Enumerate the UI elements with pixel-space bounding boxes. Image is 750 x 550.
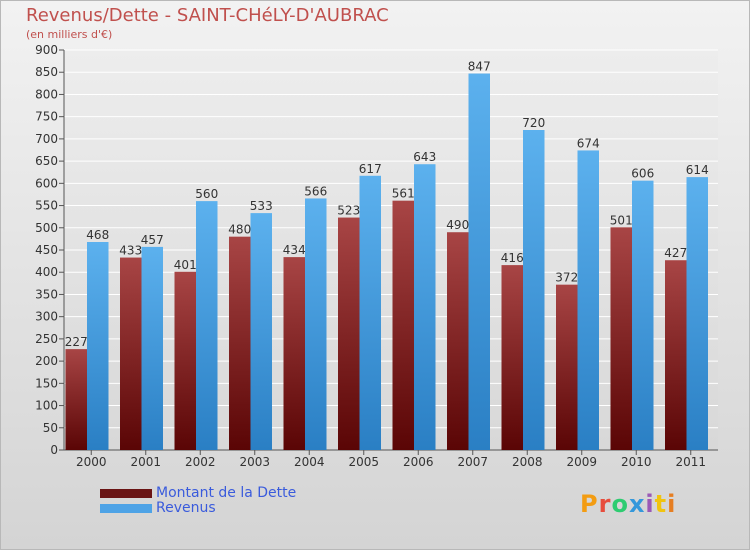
- legend-label-dette: Montant de la Dette: [156, 485, 297, 501]
- legend-swatch-dette: [100, 489, 152, 498]
- bar-dette: [556, 284, 578, 450]
- bar-revenus: [141, 246, 163, 450]
- x-tick-label: 2011: [675, 455, 706, 469]
- y-tick-label: 700: [35, 132, 58, 146]
- x-tick-label: 2004: [294, 455, 325, 469]
- y-tick-label: 450: [35, 243, 58, 257]
- data-label: 457: [141, 233, 164, 247]
- bar-revenus: [250, 213, 272, 450]
- data-label: 606: [631, 167, 654, 181]
- bar-dette: [501, 265, 523, 450]
- data-label: 560: [195, 187, 218, 201]
- bar-revenus: [414, 164, 436, 450]
- bar-dette: [65, 349, 87, 450]
- y-tick-label: 150: [35, 376, 58, 390]
- bar-revenus: [632, 180, 654, 450]
- y-tick-label: 800: [35, 87, 58, 101]
- legend-label-revenus: Revenus: [156, 500, 216, 516]
- data-label: 468: [86, 228, 109, 242]
- legend-swatch-revenus: [100, 504, 152, 513]
- y-tick-label: 200: [35, 354, 58, 368]
- data-label: 501: [610, 213, 633, 227]
- data-label: 720: [522, 116, 545, 130]
- bar-dette: [174, 271, 196, 450]
- x-tick-label: 2001: [130, 455, 161, 469]
- y-tick-label: 0: [50, 443, 58, 457]
- data-label: 561: [392, 187, 415, 201]
- data-label: 480: [228, 223, 251, 237]
- data-label: 433: [119, 244, 142, 258]
- data-label: 533: [250, 199, 273, 213]
- data-label: 434: [283, 243, 306, 257]
- x-tick-label: 2002: [185, 455, 216, 469]
- bar-revenus: [523, 130, 545, 450]
- y-tick-label: 350: [35, 287, 58, 301]
- data-label: 523: [337, 204, 360, 218]
- bar-dette: [338, 217, 360, 450]
- data-label: 674: [577, 136, 600, 150]
- bar-revenus: [87, 242, 109, 450]
- bar-revenus: [359, 175, 381, 450]
- bar-dette: [120, 257, 142, 450]
- data-label: 372: [555, 271, 578, 285]
- y-tick-label: 100: [35, 399, 58, 413]
- bar-dette: [665, 260, 687, 450]
- x-tick-label: 2007: [457, 455, 488, 469]
- bar-revenus: [577, 150, 599, 450]
- bar-revenus: [196, 201, 218, 450]
- data-label: 643: [413, 150, 436, 164]
- y-tick-label: 400: [35, 265, 58, 279]
- y-tick-label: 50: [43, 421, 58, 435]
- chart-subtitle: (en milliers d'€): [26, 28, 113, 41]
- y-tick-label: 300: [35, 310, 58, 324]
- bar-dette: [283, 257, 305, 450]
- proxiti-logo: Proxiti: [580, 490, 677, 518]
- x-tick-label: 2005: [348, 455, 379, 469]
- data-label: 427: [664, 246, 687, 260]
- data-label: 227: [65, 335, 88, 349]
- y-tick-label: 600: [35, 176, 58, 190]
- bar-dette: [229, 236, 251, 450]
- y-tick-label: 500: [35, 221, 58, 235]
- x-tick-label: 2010: [621, 455, 652, 469]
- bar-dette: [610, 227, 632, 450]
- x-tick-label: 2003: [239, 455, 270, 469]
- bar-dette: [392, 200, 414, 450]
- data-label: 617: [359, 162, 382, 176]
- x-tick-label: 2000: [76, 455, 107, 469]
- bar-dette: [447, 232, 469, 450]
- chart-title: Revenus/Dette - SAINT-CHéLY-D'AUBRAC: [26, 5, 389, 26]
- y-tick-label: 750: [35, 110, 58, 124]
- x-tick-label: 2006: [403, 455, 434, 469]
- x-tick-label: 2008: [512, 455, 543, 469]
- x-tick-label: 2009: [566, 455, 597, 469]
- data-label: 490: [446, 218, 469, 232]
- data-label: 847: [468, 60, 491, 74]
- y-tick-label: 650: [35, 154, 58, 168]
- data-label: 416: [501, 251, 524, 265]
- y-tick-label: 850: [35, 65, 58, 79]
- bar-revenus: [305, 198, 327, 450]
- data-label: 566: [304, 184, 327, 198]
- bar-revenus: [468, 73, 490, 451]
- y-tick-label: 250: [35, 332, 58, 346]
- data-label: 614: [686, 163, 709, 177]
- y-tick-label: 550: [35, 199, 58, 213]
- data-label: 401: [174, 258, 197, 272]
- y-tick-label: 900: [35, 43, 58, 57]
- bar-revenus: [686, 177, 708, 450]
